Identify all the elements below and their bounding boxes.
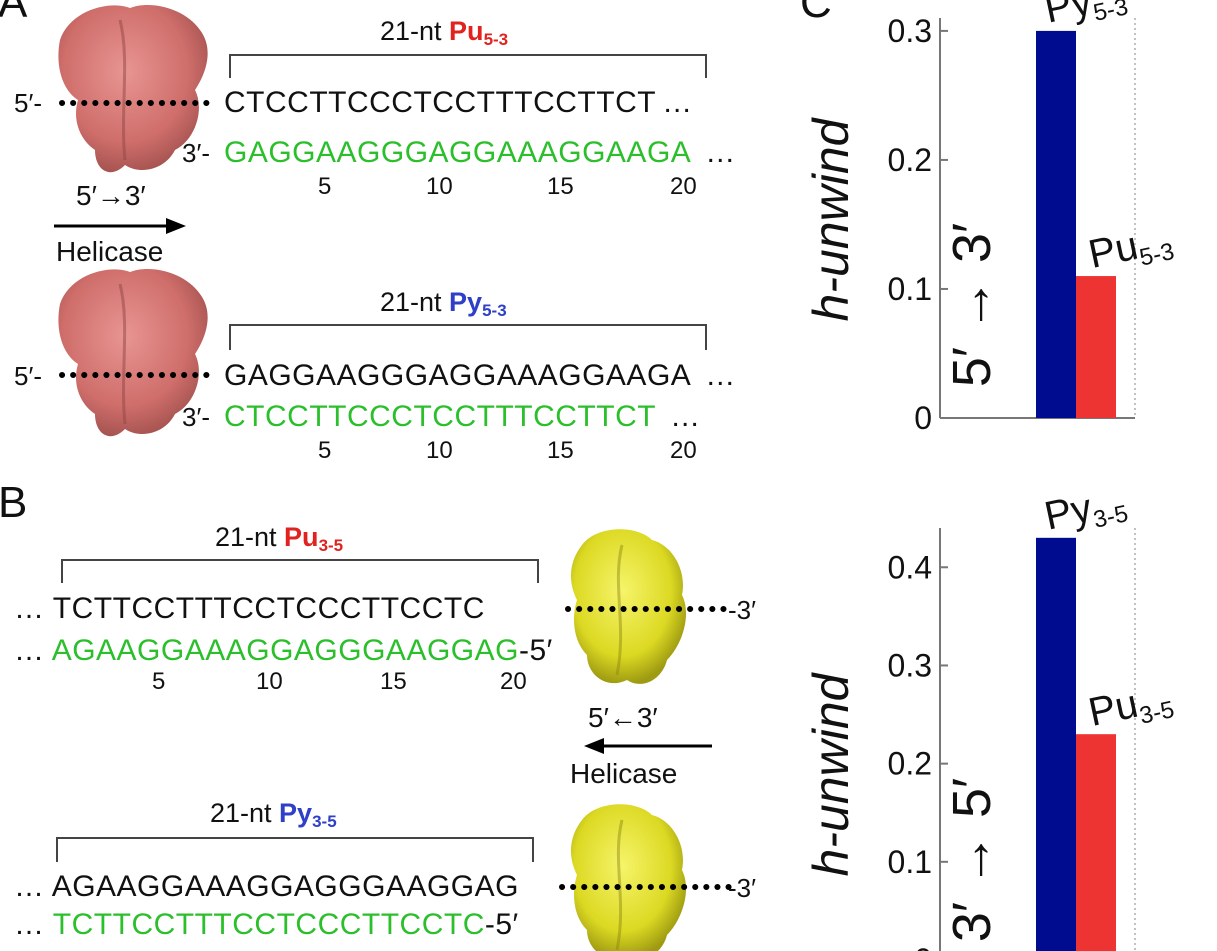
- arrow-direction-label: 5′←3′: [588, 702, 658, 733]
- bracket: [61, 559, 539, 583]
- seq-header: 21-nt Pu3-5: [215, 522, 344, 555]
- seq-header: 21-nt Py3-5: [210, 798, 337, 831]
- arrow-left-icon: [584, 738, 712, 754]
- panel-ab-graphics: [54, 4, 733, 951]
- bar: [1036, 30, 1076, 418]
- panel-label-b: B: [0, 478, 28, 527]
- position-tick: 10: [426, 437, 453, 464]
- bar-label: Py3-5: [1041, 479, 1131, 544]
- y-tick-label: 0.2: [888, 746, 932, 782]
- three-prime-label: 3′-: [182, 138, 210, 168]
- helicase-label: Helicase: [570, 758, 678, 789]
- helicase-yellow-icon: [570, 529, 687, 684]
- y-axis-label: h-unwind: [803, 671, 859, 876]
- position-tick: 15: [547, 173, 574, 200]
- three-prime-label: 3′-: [182, 402, 210, 432]
- seq-header: 21-nt Pu5-3: [380, 16, 509, 49]
- top-strand: CTCCTTCCCTCCTTTCCTTCT…: [224, 86, 693, 119]
- y-tick-label: 0.2: [888, 142, 932, 178]
- position-tick: 20: [670, 173, 697, 200]
- bar: [1076, 276, 1116, 418]
- panel-label-c: C: [800, 0, 832, 27]
- direction-label: 5′ → 3′: [942, 223, 1002, 387]
- bottom-strand: … TCTTCCTTTCCTCCCTTCCTC-5′: [14, 908, 519, 941]
- position-tick: 5: [318, 173, 332, 200]
- position-tick: 5: [318, 437, 332, 464]
- position-tick: 20: [500, 668, 527, 695]
- three-prime-label: -3′: [728, 595, 756, 625]
- y-tick-label: 0.3: [888, 647, 932, 683]
- helicase-label: Helicase: [56, 236, 164, 267]
- y-tick-label: 0.1: [888, 271, 932, 307]
- top-strand: … TCTTCCTTTCCTCCCTTCCTC: [14, 592, 485, 625]
- helicase-yellow-icon: [571, 804, 686, 951]
- position-tick: 10: [426, 173, 453, 200]
- bar-label: Pu5-3: [1085, 216, 1177, 281]
- panel-label-a: A: [0, 0, 28, 27]
- y-tick-label: 0.4: [888, 549, 932, 585]
- top-strand: GAGGAAGGGAGGAAAGGAAGA…: [224, 359, 736, 392]
- helicase-pink-icon: [58, 4, 208, 173]
- position-tick: 20: [670, 437, 697, 464]
- position-tick: 15: [547, 437, 574, 464]
- bar-label: Pu3-5: [1085, 675, 1177, 740]
- three-prime-label: -3′: [728, 873, 756, 903]
- five-prime-label: 5′-: [14, 88, 42, 118]
- position-tick: 15: [380, 668, 407, 695]
- bar: [1076, 734, 1116, 951]
- helicase-pink-icon: [58, 268, 208, 437]
- y-tick-label: 0.3: [888, 13, 932, 49]
- arrow-right-icon: [54, 218, 186, 234]
- bottom-strand: GAGGAAGGGAGGAAAGGAAGA…: [224, 136, 736, 169]
- bar: [1036, 537, 1076, 951]
- position-tick: 10: [256, 668, 283, 695]
- y-tick-label: 0: [914, 400, 932, 436]
- bracket: [229, 54, 707, 78]
- bracket: [56, 837, 534, 862]
- bottom-strand: CTCCTTCCCTCCTTTCCTTCT…: [224, 400, 701, 433]
- top-strand: … AGAAGGAAAGGAGGGAAGGAG: [14, 870, 519, 903]
- bottom-strand: … AGAAGGAAAGGAGGGAAGGAG-5′: [14, 634, 553, 667]
- seq-header: 21-nt Py5-3: [380, 287, 507, 320]
- five-prime-label: 5′-: [14, 361, 42, 391]
- arrow-direction-label: 5′→3′: [76, 180, 146, 211]
- y-tick-label: 0: [914, 942, 932, 951]
- y-axis-label: h-unwind: [803, 116, 859, 321]
- y-tick-label: 0.1: [888, 844, 932, 880]
- bracket: [229, 324, 707, 350]
- position-tick: 5: [152, 668, 166, 695]
- direction-label: 3′ → 5′: [942, 778, 1002, 942]
